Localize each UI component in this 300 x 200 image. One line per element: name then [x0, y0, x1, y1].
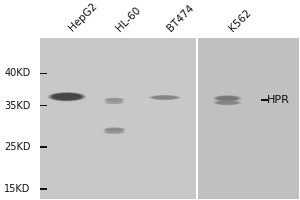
Ellipse shape [104, 98, 125, 102]
Text: 40KD: 40KD [4, 68, 31, 78]
Ellipse shape [148, 95, 181, 100]
Ellipse shape [103, 127, 126, 132]
Ellipse shape [106, 101, 122, 104]
Text: BT474: BT474 [165, 3, 195, 33]
Ellipse shape [47, 92, 86, 101]
Text: 15KD: 15KD [4, 184, 31, 194]
Bar [40, 146, 47, 148]
Bar [40, 188, 47, 190]
Ellipse shape [214, 100, 240, 105]
Ellipse shape [105, 101, 124, 104]
Ellipse shape [105, 131, 123, 133]
Text: HL-60: HL-60 [114, 5, 143, 33]
Ellipse shape [104, 130, 124, 134]
Bar [198, 38, 298, 199]
Ellipse shape [216, 96, 239, 101]
Ellipse shape [104, 128, 124, 132]
Ellipse shape [105, 98, 124, 102]
Ellipse shape [216, 101, 239, 105]
Ellipse shape [213, 100, 242, 105]
Ellipse shape [152, 96, 178, 100]
Bar [262, 99, 268, 101]
Text: 35KD: 35KD [4, 101, 31, 111]
Text: K562: K562 [227, 7, 253, 33]
Bar [40, 105, 47, 106]
Text: HepG2: HepG2 [67, 1, 99, 33]
Ellipse shape [214, 96, 240, 101]
Ellipse shape [150, 95, 179, 100]
Ellipse shape [50, 93, 84, 101]
Bar [196, 38, 198, 199]
Ellipse shape [106, 98, 122, 102]
Text: HPR: HPR [267, 95, 290, 105]
Ellipse shape [105, 128, 123, 131]
Ellipse shape [103, 130, 126, 134]
Bar [40, 38, 196, 199]
Ellipse shape [213, 95, 242, 101]
Ellipse shape [52, 93, 82, 100]
Text: 25KD: 25KD [4, 142, 31, 152]
Bar [40, 73, 47, 74]
Ellipse shape [104, 100, 125, 104]
